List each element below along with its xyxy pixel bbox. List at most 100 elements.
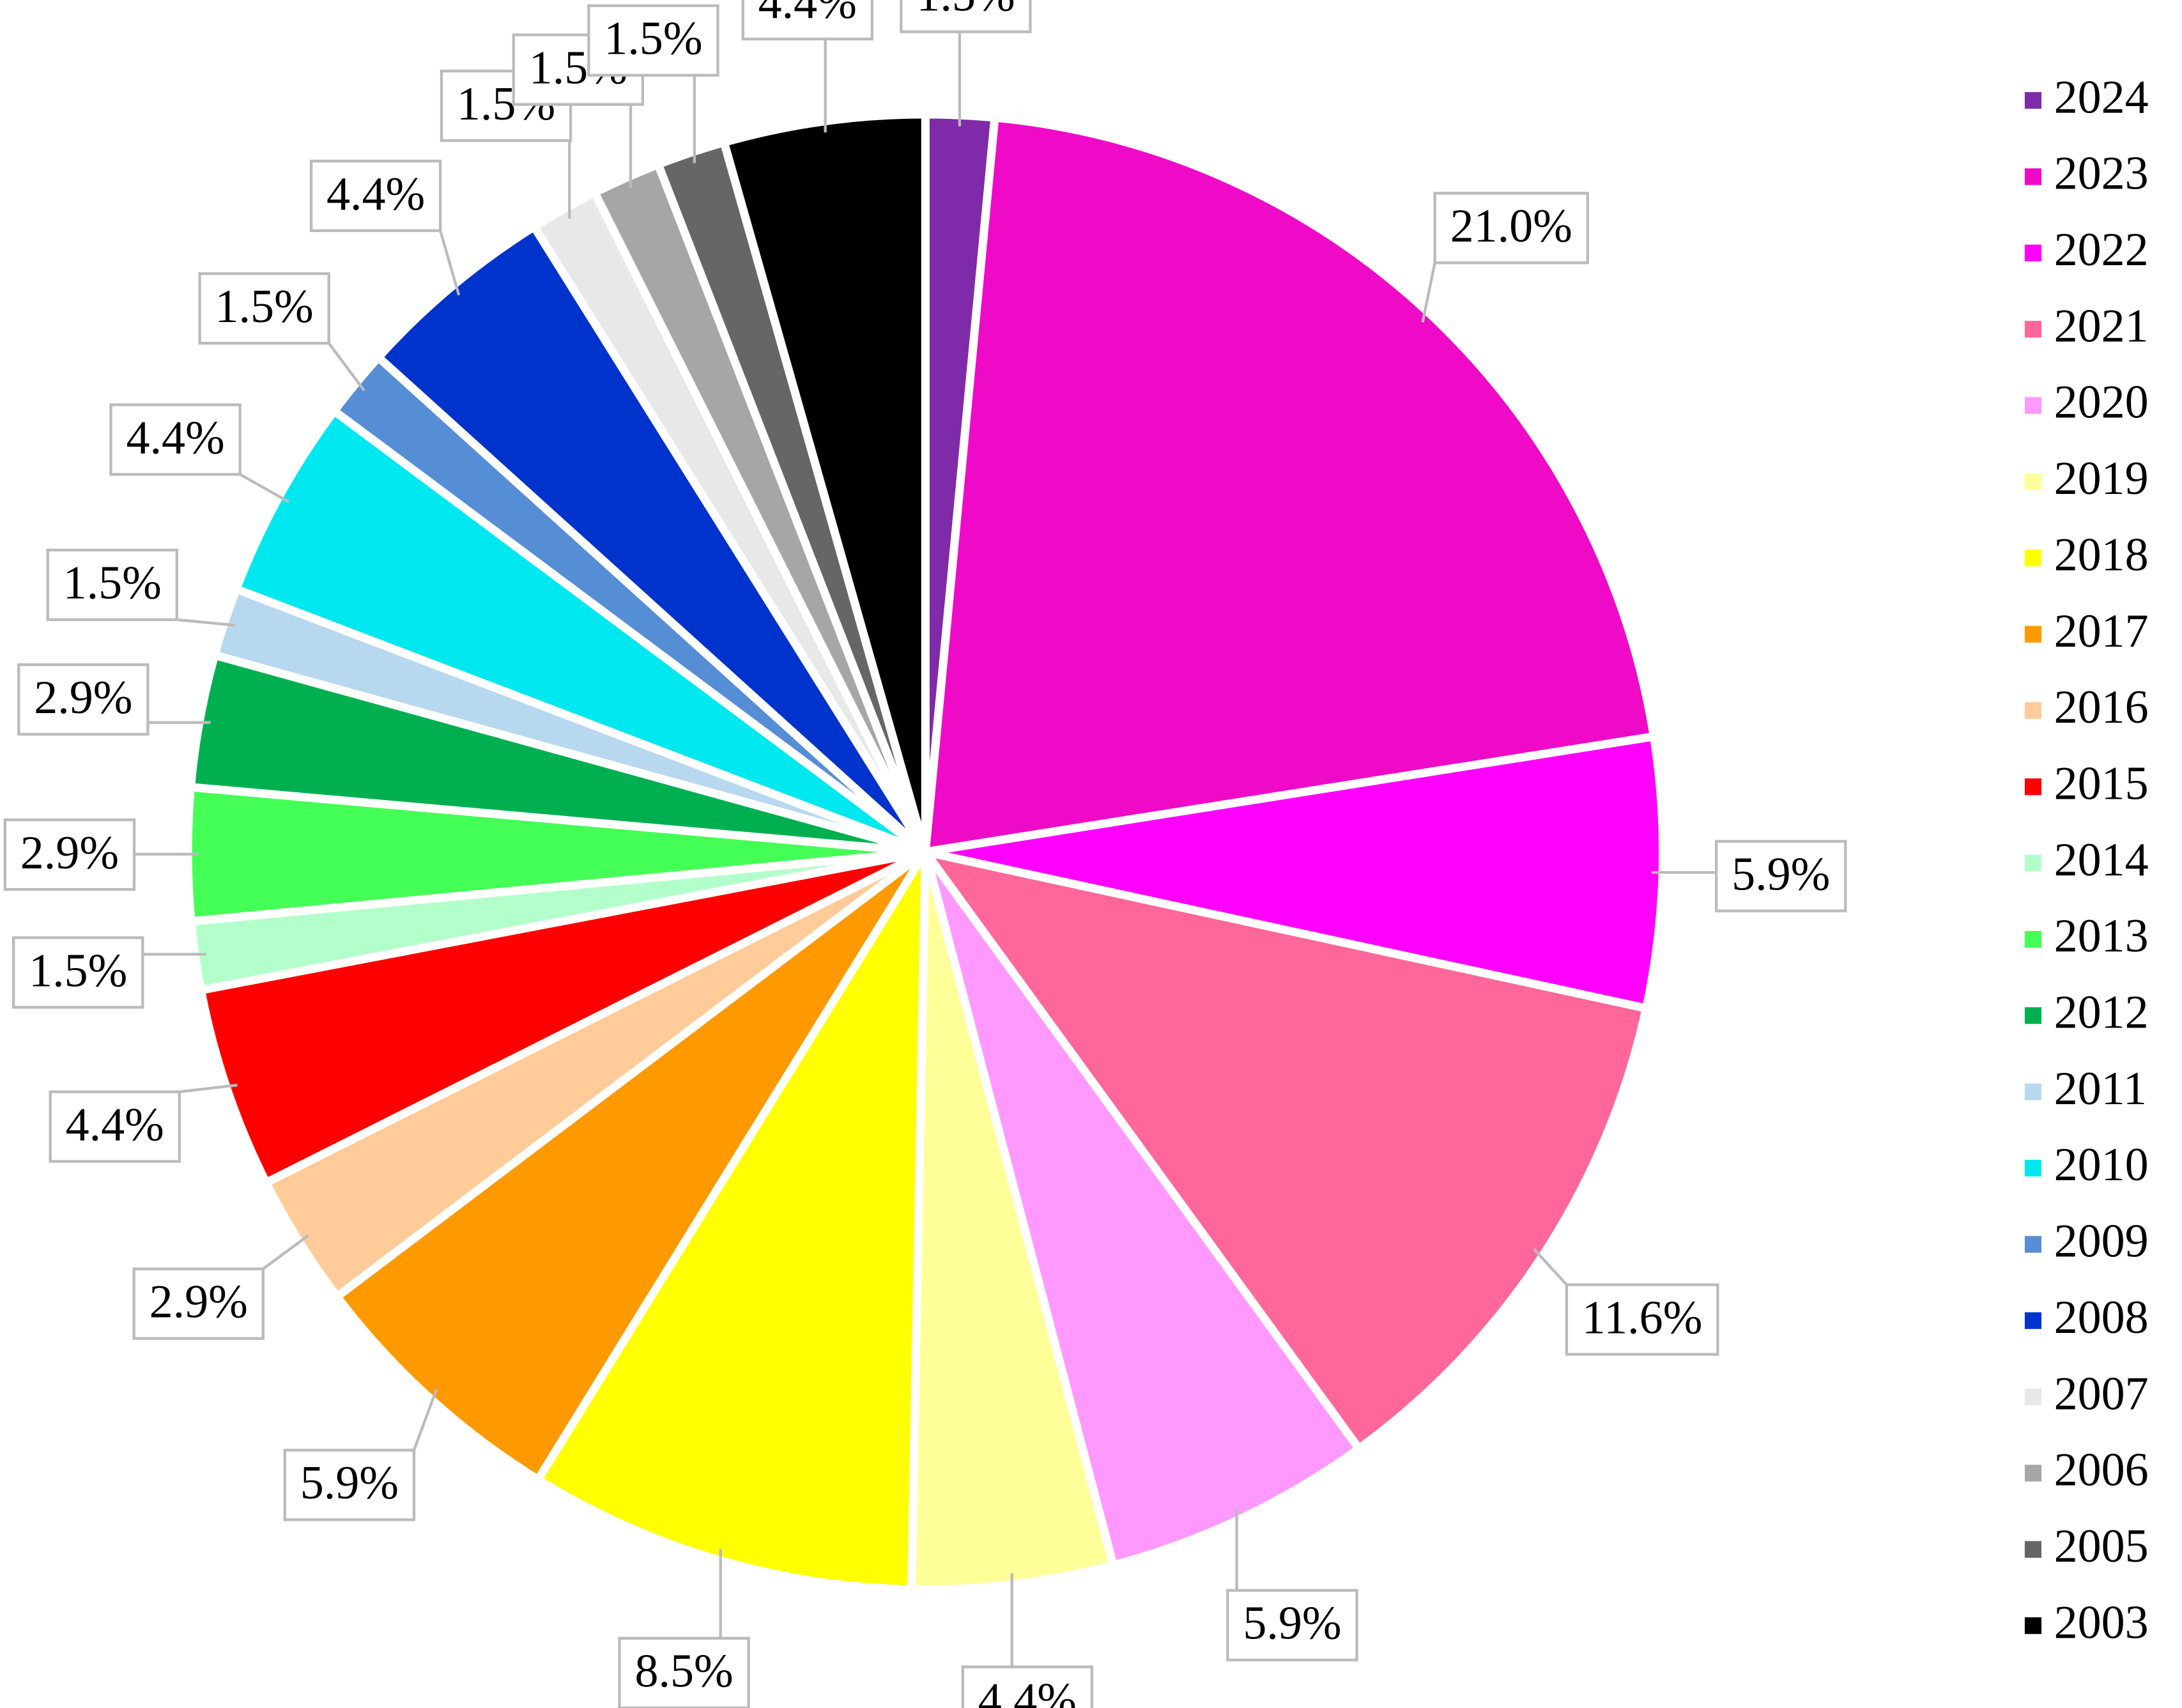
legend-label: 2021 [2054,300,2149,352]
pie-slice [532,836,930,1594]
legend-label: 2020 [2054,376,2149,429]
label-text: 5.9% [1732,848,1830,900]
pie-slice [719,110,930,854]
label-box [12,936,144,1009]
label-box [961,1665,1094,1708]
data-label: 4.4% [741,0,874,133]
data-label: 2.9% [132,1234,310,1340]
label-text: 4.4% [66,1098,164,1151]
label-box [1565,1283,1719,1356]
leader-line [439,230,461,296]
label-box [283,1449,416,1521]
label-box [17,663,150,736]
data-label: 1.5% [900,0,1032,127]
legend-swatch [2024,397,2042,414]
label-box [109,403,242,476]
label-text: 2.9% [34,672,132,724]
legend-swatch [2024,168,2042,185]
legend-swatch [2024,550,2042,567]
legend-label: 2012 [2054,987,2149,1039]
legend-swatch [2024,244,2042,261]
label-box [587,4,719,77]
label-text: 2.9% [20,827,119,879]
legend-label: 2014 [2054,834,2149,886]
label-text: 1.5% [916,0,1015,22]
legend-label: 2013 [2054,910,2149,962]
leader-line [327,342,365,392]
label-text: 8.5% [634,1645,733,1698]
legend-label: 2015 [2054,757,2149,810]
pie-slice [372,220,929,856]
legend-swatch [2024,1007,2042,1024]
legend-label: 2022 [2054,224,2149,276]
label-text: 1.5% [604,13,702,65]
legend-swatch [2024,702,2042,719]
label-text: 1.5% [63,557,162,610]
leader-line [1532,1247,1568,1286]
leader-line [1421,262,1436,323]
legend-swatch [2024,626,2042,643]
label-box [1433,192,1589,265]
data-label: 4.4% [309,159,461,296]
label-text: 4.4% [327,168,425,220]
data-label: 5.9% [1651,840,1847,912]
label-box [1714,840,1847,912]
leader-line [412,1389,438,1451]
legend-swatch [2024,1159,2042,1177]
label-box [741,0,874,41]
data-label: 2.9% [17,663,211,736]
label-text: 4.4% [126,412,224,464]
label-text: 1.5% [215,281,313,333]
label-text: 5.9% [300,1457,399,1509]
legend-label: 2018 [2054,528,2149,581]
data-label: 21.0% [1421,192,1589,323]
data-label: 1.5% [46,548,236,627]
pie-slice [921,112,1659,858]
legend-label: 2017 [2054,605,2149,658]
legend-label: 2023 [2054,148,2149,200]
data-label: 1.5% [198,272,365,392]
legend-label: 2009 [2054,1215,2149,1268]
legend-label: 2019 [2054,452,2149,505]
data-label: 1.5% [587,4,719,164]
legend-swatch [2024,854,2042,872]
legend-label: 2024 [2054,71,2149,123]
data-label: 1.5% [12,936,206,1009]
label-text: 1.5% [29,944,127,997]
label-box [309,159,442,233]
label-box [132,1267,265,1340]
data-label: 4.4% [49,1083,238,1163]
leader-line [179,1083,238,1093]
label-box [49,1090,181,1163]
label-text: 4.4% [978,1673,1077,1708]
data-label: 5.9% [1226,1508,1358,1662]
label-box [1226,1589,1358,1662]
legend-swatch [2024,473,2042,490]
legend-label: 2007 [2054,1367,2149,1420]
legend-swatch [2024,930,2042,948]
legend-swatch [2024,778,2042,796]
label-text: 11.6% [1582,1291,1702,1344]
label-text: 5.9% [1243,1597,1341,1650]
data-label: 2.9% [3,818,199,891]
legend-label: 2010 [2054,1139,2149,1191]
legend-label: 2003 [2054,1596,2149,1649]
label-text: 4.4% [758,0,857,29]
leader-line [176,618,236,627]
leader-line [262,1234,310,1270]
leader-line [239,473,290,504]
legend-swatch [2024,1617,2042,1635]
data-label: 8.5% [618,1548,750,1708]
legend-label: 2008 [2054,1291,2149,1344]
legend-swatch [2024,1541,2042,1558]
pie-slice [196,847,928,1189]
label-text: 2.9% [150,1276,248,1328]
legend-label: 2011 [2054,1063,2147,1115]
legend-swatch [2024,1236,2042,1253]
label-box [46,548,179,621]
data-label: 4.4% [109,403,290,504]
legend-label: 2005 [2054,1520,2149,1573]
legend-swatch [2024,1083,2042,1100]
legend-swatch [2024,1465,2042,1482]
